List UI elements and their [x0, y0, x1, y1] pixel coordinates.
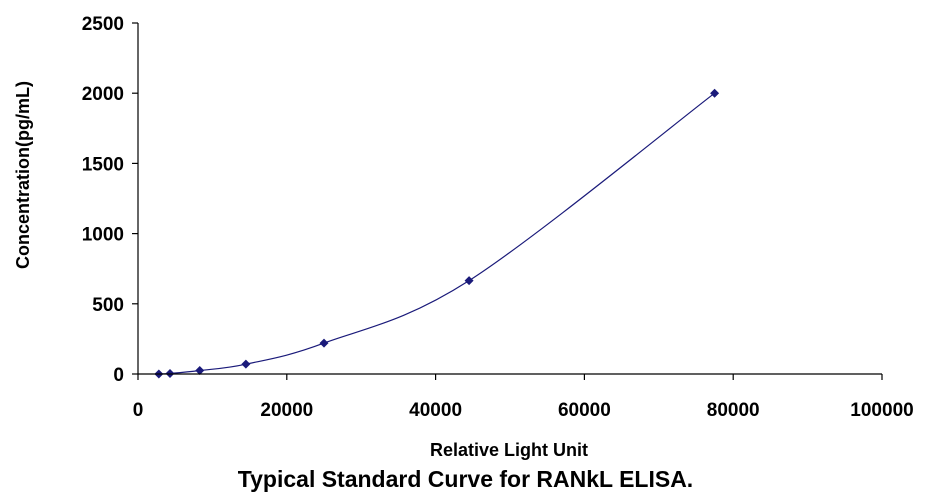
chart-caption: Typical Standard Curve for RANkL ELISA.	[237, 466, 694, 492]
data-point	[464, 276, 474, 286]
standard-curve-chart: 0 500 1000 1500 2000 2500 0 20000 40000 60000 8000…	[13, 14, 914, 460]
y-tick-label: 2000	[82, 84, 124, 105]
data-point	[241, 359, 251, 369]
tick-labels: 0 500 1000 1500 2000 2500 0 20000 40000 60000 8000…	[82, 14, 914, 421]
x-tick-label: 80000	[707, 400, 760, 421]
data-point	[710, 88, 720, 98]
y-tick-label: 1500	[82, 154, 124, 175]
x-tick-label: 0	[133, 400, 144, 421]
y-tick-label: 1000	[82, 225, 124, 246]
data-point	[195, 365, 205, 375]
data-markers	[154, 88, 720, 379]
y-axis-title: Concentration(pg/mL)	[13, 81, 33, 269]
x-axis-title: Relative Light Unit	[430, 440, 588, 460]
y-tick-label: 0	[113, 365, 124, 386]
y-tick-label: 2500	[82, 14, 124, 35]
y-tick-label: 500	[92, 295, 124, 316]
axes	[132, 22, 883, 380]
x-tick-label: 100000	[850, 400, 913, 421]
x-tick-label: 40000	[409, 400, 462, 421]
fit-curve	[158, 92, 715, 375]
data-point	[319, 338, 329, 348]
x-tick-label: 60000	[558, 400, 611, 421]
x-tick-label: 20000	[260, 400, 313, 421]
